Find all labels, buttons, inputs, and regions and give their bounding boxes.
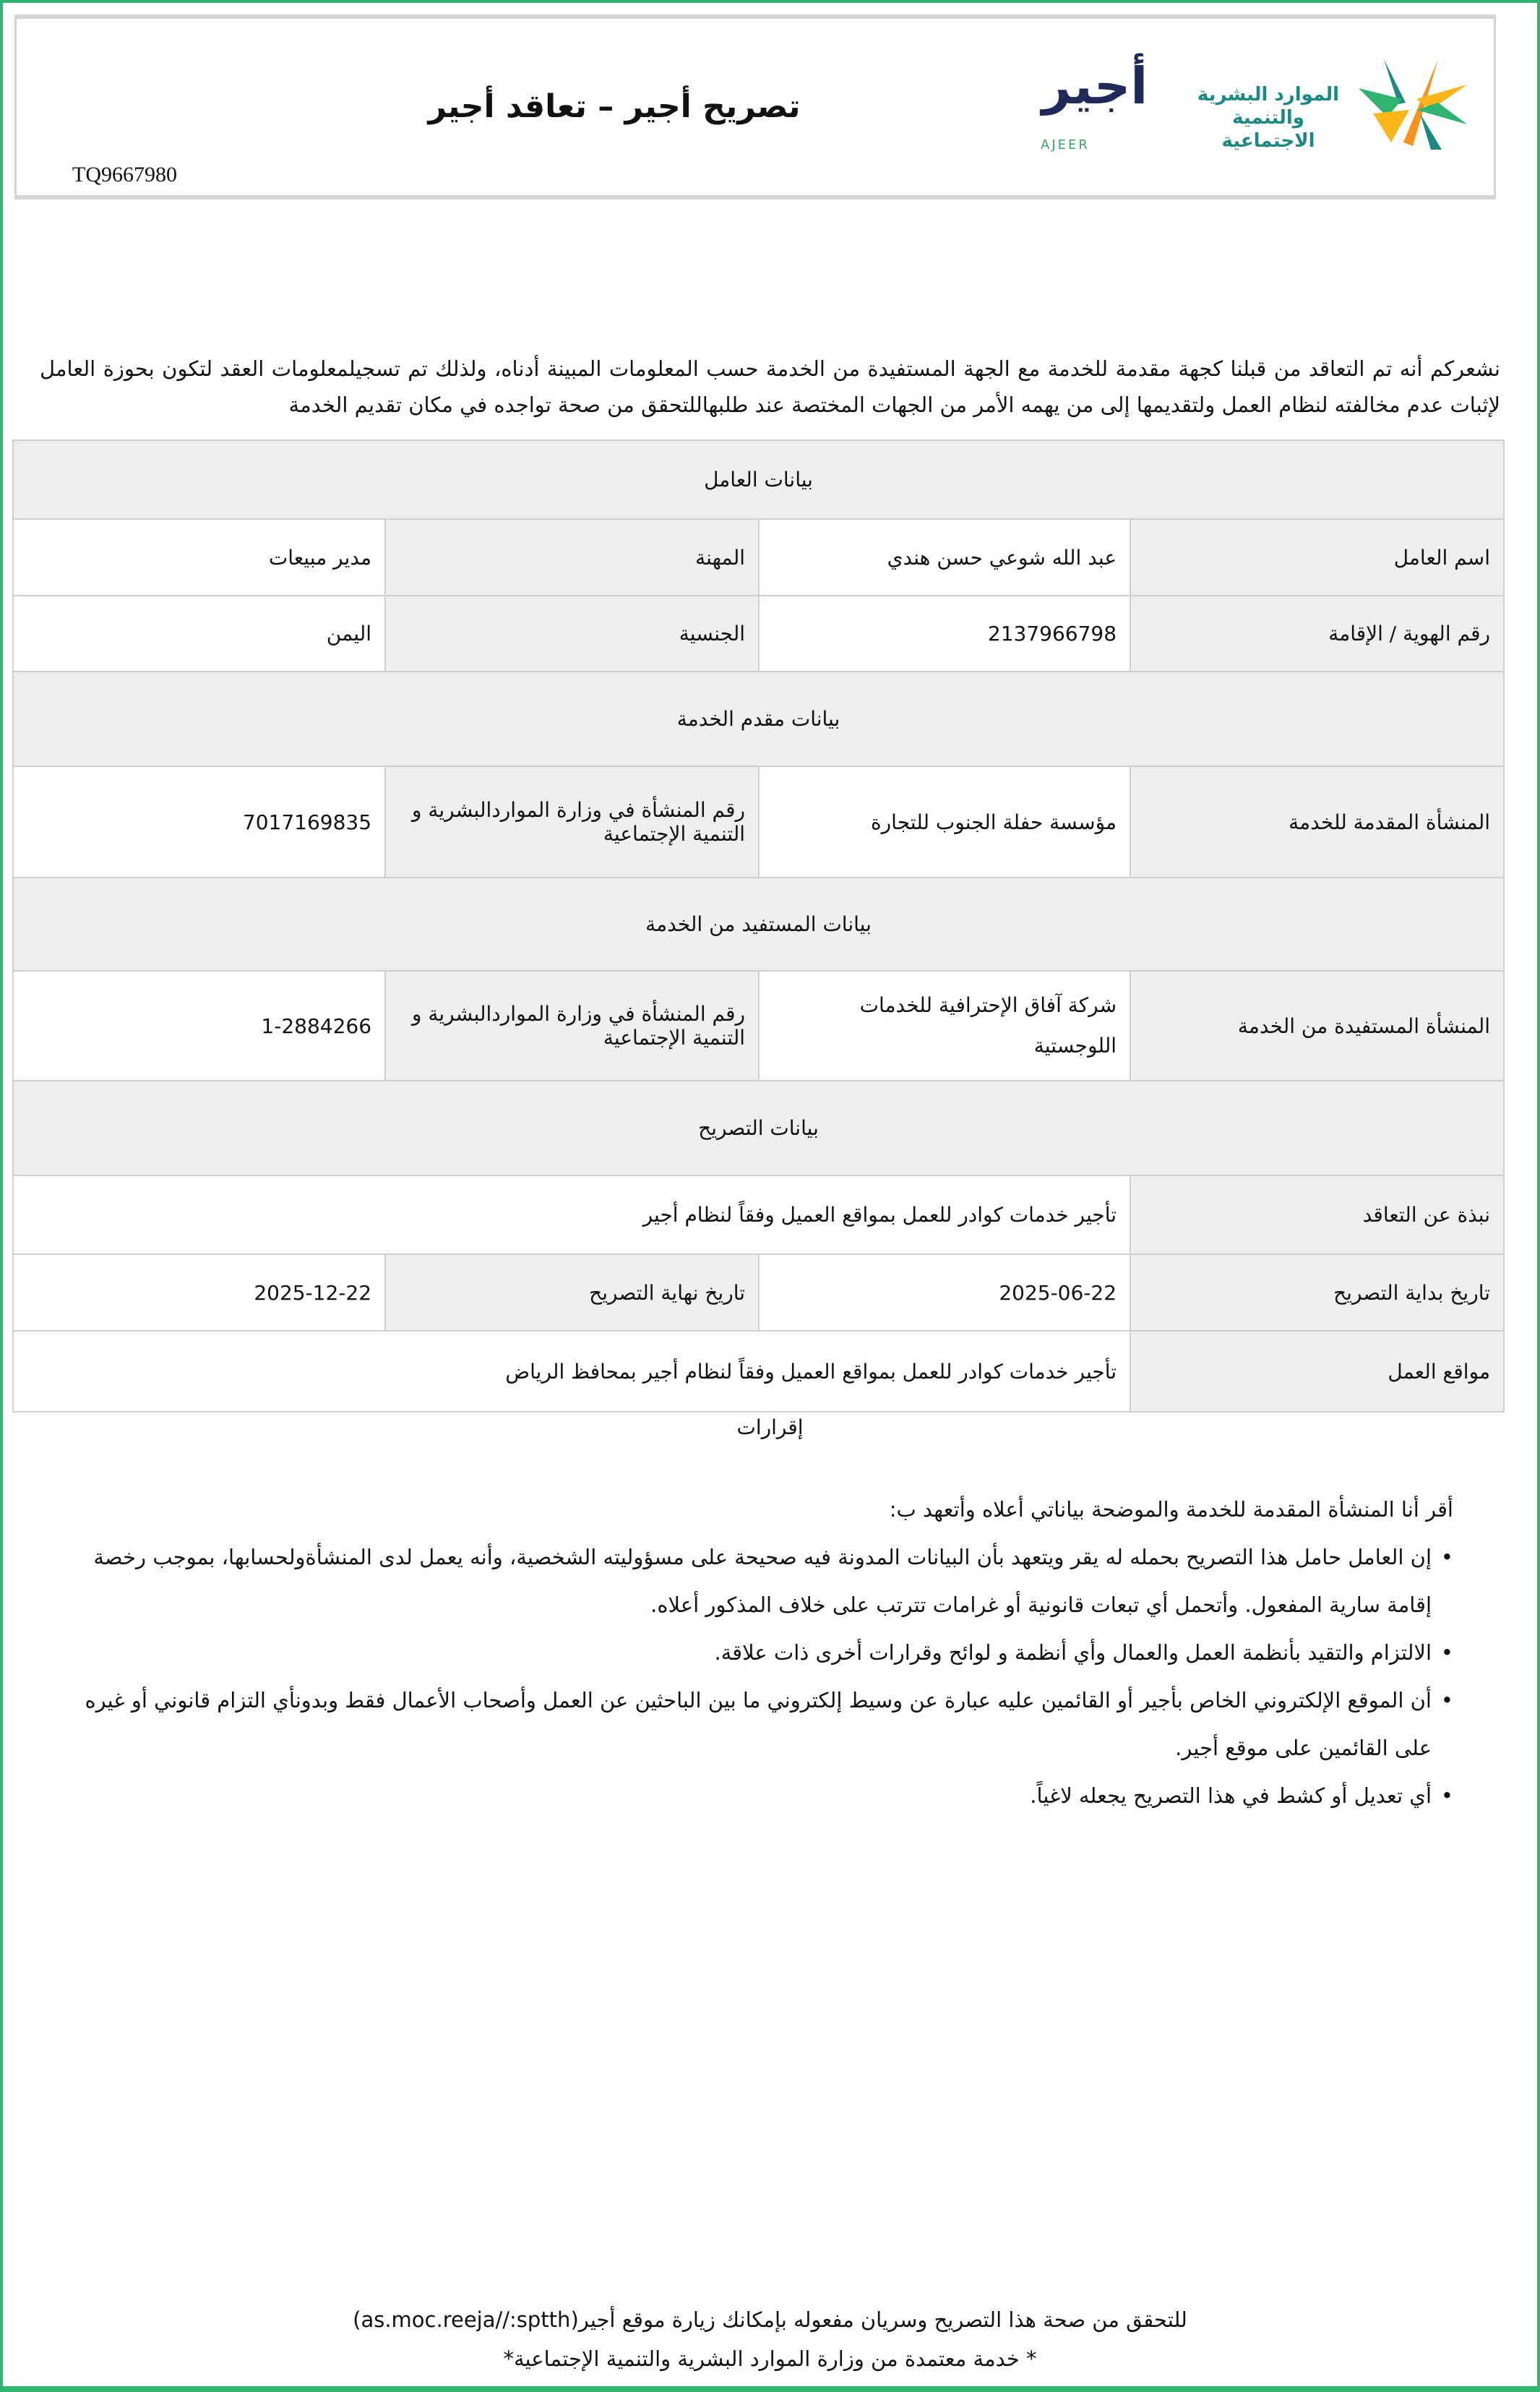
locations-label: مواقع العمل: [1130, 1330, 1505, 1413]
declarations-lead: أقر أنا المنشأة المقدمة للخدمة والموضحة …: [889, 1497, 1453, 1522]
verify-note: للتحقق من صحة هذا التصريح وسريان مفعوله …: [353, 2307, 1187, 2332]
end-date-label: تاريخ نهاية التصريح: [384, 1253, 760, 1332]
ministry-logo-text: الموارد البشرية والتنمية الاجتماعية: [1197, 84, 1340, 152]
end-date: 2025-12-22: [12, 1253, 387, 1332]
intro-paragraph: نشعركم أنه تم التعاقد من قبلنا كجهة مقدم…: [40, 356, 1500, 417]
worker-name-label: اسم العامل: [1130, 518, 1505, 596]
declaration-item: إن العامل حامل هذا التصريح بحمله له يقر …: [65, 1533, 1453, 1629]
provider-org-label: المنشأة المقدمة للخدمة: [1130, 766, 1505, 878]
section-beneficiary: بيانات المستفيد من الخدمة: [12, 877, 1505, 972]
beneficiary-org: شركة آفاق الإحترافية للخدمات اللوجستية: [758, 970, 1132, 1081]
header-divider: [1023, 19, 1025, 195]
document-header: [14, 14, 1496, 200]
profession-label: المهنة: [384, 518, 760, 596]
beneficiary-org-label: المنشأة المستفيدة من الخدمة: [1130, 970, 1505, 1081]
declaration-item: أي تعديل أو كشط في هذا التصريح يجعله لاغ…: [65, 1772, 1453, 1819]
provider-number-label: رقم المنشأة في وزارة المواردالبشرية و ال…: [384, 766, 760, 878]
declarations: أقر أنا المنشأة المقدمة للخدمة والموضحة …: [65, 1486, 1453, 1819]
contract-summary: تأجير خدمات كوادر للعمل بمواقع العميل وف…: [12, 1175, 1132, 1255]
ajeer-logo: أجير: [1041, 56, 1148, 116]
reference-number: TQ9667980: [72, 163, 177, 187]
start-date-label: تاريخ بداية التصريح: [1130, 1253, 1505, 1332]
page-title: تصريح أجير – تعاقد أجير: [428, 88, 801, 125]
header-divider: [251, 19, 254, 195]
worker-name: عبد الله شوعي حسن هندي: [758, 518, 1132, 596]
nationality: اليمن: [12, 595, 387, 672]
work-locations: تأجير خدمات كوادر للعمل بمواقع العميل وف…: [12, 1330, 1132, 1413]
provider-number: 7017169835: [12, 766, 387, 878]
ajeer-logo-latin: AJEER: [1041, 137, 1090, 153]
ministry-logo-icon: [1359, 59, 1467, 150]
provider-org: مؤسسة حفلة الجنوب للتجارة: [758, 766, 1132, 878]
section-permit: بيانات التصريح: [12, 1080, 1505, 1176]
nationality-label: الجنسية: [384, 595, 760, 672]
beneficiary-number-label: رقم المنشأة في وزارة المواردالبشرية و ال…: [384, 970, 760, 1081]
approval-note: * خدمة معتمدة من وزارة الموارد البشرية و…: [503, 2346, 1037, 2371]
id-number: 2137966798: [758, 595, 1132, 672]
beneficiary-number: 1-2884266: [12, 970, 387, 1081]
summary-label: نبذة عن التعاقد: [1130, 1175, 1505, 1255]
id-label: رقم الهوية / الإقامة: [1130, 595, 1505, 672]
profession: مدير مبيعات: [12, 518, 387, 596]
declarations-title: إقرارات: [736, 1415, 804, 1439]
start-date: 2025-06-22: [758, 1253, 1132, 1332]
permit-table: بيانات العامل اسم العامل عبد الله شوعي ح…: [12, 440, 1505, 1413]
section-worker: بيانات العامل: [12, 440, 1505, 520]
section-provider: بيانات مقدم الخدمة: [12, 671, 1505, 767]
declaration-item: الالتزام والتقيد بأنظمة العمل والعمال وأ…: [65, 1629, 1453, 1676]
declaration-item: أن الموقع الإلكتروني الخاص بأجير أو القا…: [65, 1676, 1453, 1772]
